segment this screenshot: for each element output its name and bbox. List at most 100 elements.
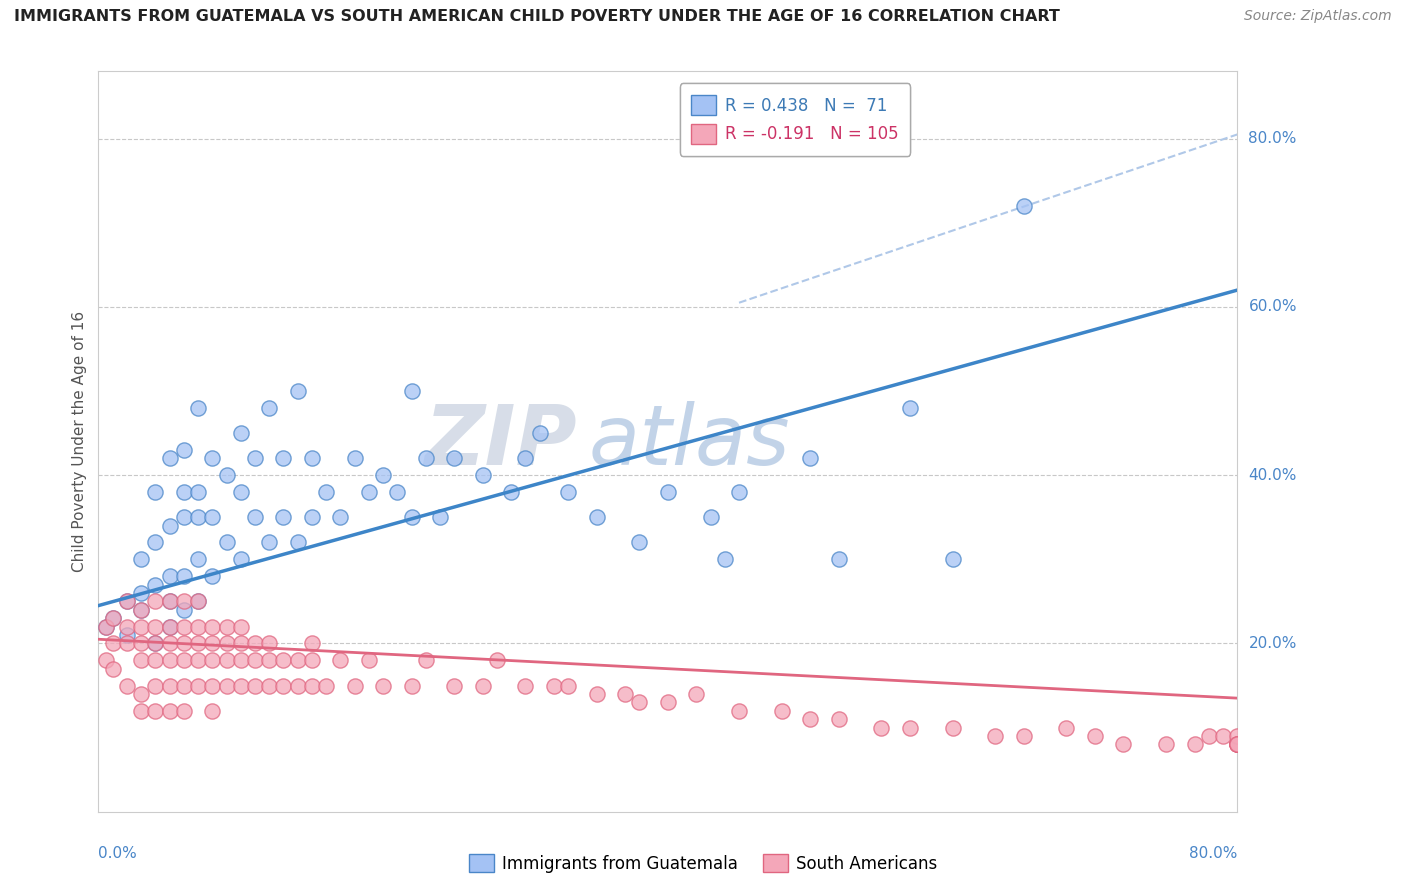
Point (728, 485, 751, 500)
Point (401, 384, 423, 398)
Point (215, 679, 238, 693)
Point (714, 552, 737, 566)
Point (229, 653, 252, 667)
Point (1226, 738, 1249, 752)
Point (187, 619, 209, 633)
Point (115, 636, 138, 650)
Point (585, 510, 607, 524)
Point (145, 535, 167, 549)
Point (942, 552, 965, 566)
Point (343, 451, 366, 466)
Y-axis label: Child Poverty Under the Age of 16: Child Poverty Under the Age of 16 (72, 311, 87, 572)
Point (486, 653, 509, 667)
Text: atlas: atlas (588, 401, 790, 482)
Point (259, 535, 281, 549)
Point (173, 704, 195, 718)
Point (173, 485, 195, 500)
Point (301, 653, 323, 667)
Point (628, 695, 651, 709)
Point (159, 594, 181, 608)
Point (115, 679, 138, 693)
Point (1084, 729, 1107, 743)
Point (898, 721, 921, 735)
Point (173, 679, 195, 693)
Point (1012, 199, 1035, 213)
Point (159, 619, 181, 633)
Point (685, 687, 707, 701)
Point (215, 636, 238, 650)
Point (229, 485, 252, 500)
Point (515, 451, 537, 466)
Point (770, 704, 793, 718)
Point (145, 636, 167, 650)
Point (401, 510, 423, 524)
Point (259, 653, 281, 667)
Text: ZIP: ZIP (425, 401, 576, 482)
Point (415, 451, 437, 466)
Point (145, 679, 167, 693)
Point (1154, 738, 1177, 752)
Point (287, 653, 309, 667)
Point (229, 619, 252, 633)
Point (94, 619, 117, 633)
Point (329, 653, 352, 667)
Point (229, 426, 252, 441)
Point (129, 653, 152, 667)
Text: 40.0%: 40.0% (1249, 467, 1296, 483)
Point (173, 603, 195, 617)
Point (145, 594, 167, 608)
Point (201, 451, 224, 466)
Point (557, 485, 579, 500)
Point (115, 619, 138, 633)
Point (173, 636, 195, 650)
Point (229, 636, 252, 650)
Point (201, 679, 224, 693)
Point (657, 485, 679, 500)
Point (243, 636, 266, 650)
Point (315, 679, 337, 693)
Legend: Immigrants from Guatemala, South Americans: Immigrants from Guatemala, South America… (463, 847, 943, 880)
Point (315, 485, 337, 500)
Point (187, 594, 209, 608)
Point (1226, 738, 1249, 752)
Point (173, 594, 195, 608)
Point (145, 619, 167, 633)
Point (387, 485, 409, 500)
Point (415, 653, 437, 667)
Point (145, 636, 167, 650)
Point (443, 451, 465, 466)
Point (273, 451, 295, 466)
Point (215, 535, 238, 549)
Point (343, 679, 366, 693)
Point (129, 586, 152, 600)
Text: 0.0%: 0.0% (98, 847, 138, 862)
Point (115, 628, 138, 642)
Point (1112, 738, 1135, 752)
Text: IMMIGRANTS FROM GUATEMALA VS SOUTH AMERICAN CHILD POVERTY UNDER THE AGE OF 16 CO: IMMIGRANTS FROM GUATEMALA VS SOUTH AMERI… (14, 9, 1060, 24)
Point (159, 594, 181, 608)
Point (187, 594, 209, 608)
Point (101, 636, 124, 650)
Point (129, 704, 152, 718)
Point (159, 569, 181, 583)
Point (187, 552, 209, 566)
Point (259, 679, 281, 693)
Point (984, 729, 1007, 743)
Point (201, 636, 224, 650)
Point (287, 384, 309, 398)
Point (443, 679, 465, 693)
Legend: R = 0.438   N =  71, R = -0.191   N = 105: R = 0.438 N = 71, R = -0.191 N = 105 (679, 83, 910, 156)
Point (828, 712, 851, 726)
Point (699, 510, 721, 524)
Text: 60.0%: 60.0% (1249, 300, 1296, 314)
Point (129, 552, 152, 566)
Point (301, 510, 323, 524)
Point (145, 704, 167, 718)
Point (728, 704, 751, 718)
Text: 80.0%: 80.0% (1249, 131, 1296, 146)
Point (373, 679, 395, 693)
Point (173, 619, 195, 633)
Point (173, 653, 195, 667)
Point (301, 679, 323, 693)
Point (287, 679, 309, 693)
